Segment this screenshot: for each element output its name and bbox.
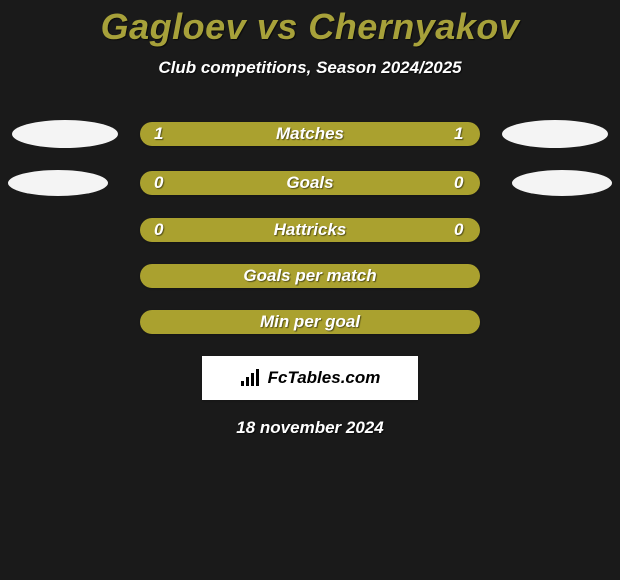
comparison-infographic: Gagloev vs Chernyakov Club competitions,… xyxy=(0,0,620,580)
stat-row: 0Hattricks0 xyxy=(0,218,620,242)
stat-row: 1Matches1 xyxy=(0,120,620,148)
footer-logo: FcTables.com xyxy=(202,356,418,400)
bars-icon xyxy=(240,369,262,387)
stat-bar: 1Matches1 xyxy=(140,122,480,146)
logo-text: FcTables.com xyxy=(240,368,381,388)
stat-label: Goals per match xyxy=(140,266,480,286)
stat-rows: 1Matches1 0Goals0 0Hattricks0 Goals per mat… xyxy=(0,120,620,334)
stat-bar: 0Goals0 xyxy=(140,171,480,195)
subtitle: Club competitions, Season 2024/2025 xyxy=(0,58,620,78)
right-oval xyxy=(512,170,612,196)
stat-label: Hattricks xyxy=(140,220,480,240)
stat-label: Matches xyxy=(140,124,480,144)
stat-bar: 0Hattricks0 xyxy=(140,218,480,242)
stat-row: Goals per match xyxy=(0,264,620,288)
stat-bar: Goals per match xyxy=(140,264,480,288)
page-title: Gagloev vs Chernyakov xyxy=(0,0,620,48)
left-oval xyxy=(8,170,108,196)
stat-bar: Min per goal xyxy=(140,310,480,334)
footer-date: 18 november 2024 xyxy=(0,418,620,438)
stat-row: 0Goals0 xyxy=(0,170,620,196)
stat-row: Min per goal xyxy=(0,310,620,334)
logo-label: FcTables.com xyxy=(268,368,381,388)
right-oval xyxy=(502,120,608,148)
stat-label: Min per goal xyxy=(140,312,480,332)
left-oval xyxy=(12,120,118,148)
stat-label: Goals xyxy=(140,173,480,193)
